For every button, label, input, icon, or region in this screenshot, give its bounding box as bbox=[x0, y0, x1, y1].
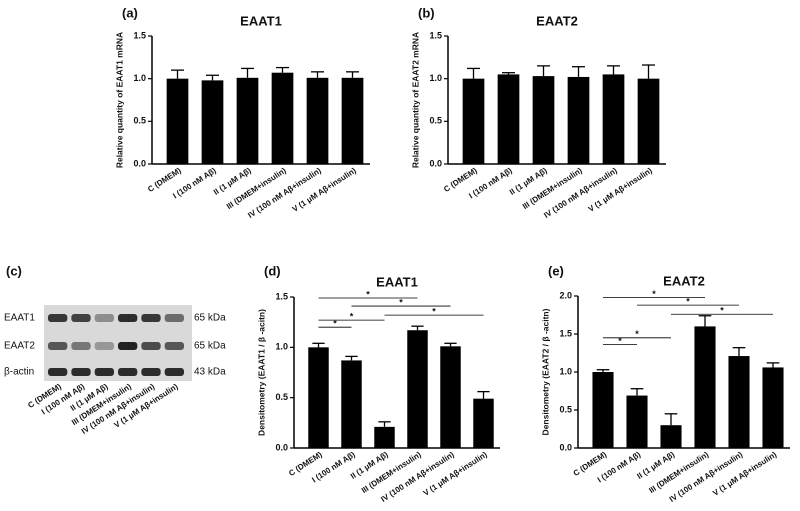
significance-label: * bbox=[686, 296, 690, 306]
bar bbox=[473, 398, 494, 448]
bar bbox=[728, 356, 750, 448]
band bbox=[118, 368, 138, 376]
y-tick-label: 1.0 bbox=[559, 366, 572, 376]
band bbox=[94, 314, 114, 322]
significance-label: * bbox=[652, 289, 656, 299]
x-tick-label: III (DMEM+insulin) bbox=[521, 166, 584, 211]
bar bbox=[407, 330, 428, 448]
y-tick-label: 0.5 bbox=[559, 404, 572, 414]
band bbox=[71, 314, 91, 322]
y-tick-label: 0.0 bbox=[275, 442, 288, 452]
band-size: 43 kDa bbox=[194, 367, 226, 378]
panel-label: (e) bbox=[548, 263, 564, 278]
band-name: EAAT2 bbox=[4, 341, 35, 352]
x-tick-label: III (DMEM+insulin) bbox=[225, 166, 288, 211]
bar bbox=[532, 76, 555, 164]
band bbox=[71, 368, 91, 376]
bar bbox=[462, 78, 485, 164]
significance-label: * bbox=[366, 289, 370, 299]
bar bbox=[694, 326, 716, 448]
band bbox=[164, 368, 184, 376]
bar bbox=[762, 367, 784, 448]
bar bbox=[660, 425, 682, 448]
significance-label: * bbox=[333, 319, 337, 329]
bar bbox=[341, 360, 362, 448]
chart-title: EAAT1 bbox=[240, 13, 282, 28]
significance-label: * bbox=[618, 336, 622, 346]
band bbox=[71, 342, 91, 350]
band bbox=[48, 342, 68, 350]
panel-label: (b) bbox=[418, 5, 435, 20]
bar bbox=[602, 74, 625, 164]
chart-title: EAAT2 bbox=[663, 273, 705, 288]
y-axis-label: Relative quantity of EAAT1 mRNA bbox=[114, 32, 124, 168]
band bbox=[164, 342, 184, 350]
band-size: 65 kDa bbox=[194, 313, 226, 324]
y-tick-label: 0.5 bbox=[429, 116, 442, 126]
band bbox=[118, 314, 138, 322]
band-size: 65 kDa bbox=[194, 341, 226, 352]
bar bbox=[271, 72, 294, 164]
y-tick-label: 1.5 bbox=[133, 30, 146, 40]
band bbox=[94, 368, 114, 376]
band bbox=[48, 314, 68, 322]
bar bbox=[497, 74, 520, 164]
significance-label: * bbox=[350, 312, 354, 322]
y-axis-label: Relative quantity of EAAT2 mRNA bbox=[410, 32, 420, 168]
panel-label: (d) bbox=[264, 263, 281, 278]
y-tick-label: 1.0 bbox=[133, 73, 146, 83]
significance-label: * bbox=[720, 306, 724, 316]
y-tick-label: 1.0 bbox=[429, 73, 442, 83]
significance-label: * bbox=[432, 306, 436, 316]
x-tick-label: V (1 μM Aβ+insulin) bbox=[587, 166, 654, 214]
panel-label: (c) bbox=[6, 263, 22, 278]
band bbox=[48, 368, 68, 376]
y-tick-label: 2.0 bbox=[559, 290, 572, 300]
x-tick-label: V (1 μM Aβ+insulin) bbox=[291, 166, 358, 214]
bar bbox=[306, 77, 329, 164]
y-tick-label: 0.0 bbox=[559, 442, 572, 452]
band bbox=[141, 342, 161, 350]
y-tick-label: 0.5 bbox=[275, 392, 288, 402]
bar bbox=[626, 395, 648, 448]
y-tick-label: 0.0 bbox=[429, 158, 442, 168]
bar bbox=[567, 76, 590, 164]
bar bbox=[236, 77, 259, 164]
band bbox=[141, 368, 161, 376]
y-axis-label: Densitometry (EAAT1 / β -acitn) bbox=[256, 309, 266, 436]
y-tick-label: 1.5 bbox=[559, 328, 572, 338]
y-tick-label: 0.0 bbox=[133, 158, 146, 168]
bar bbox=[592, 372, 614, 448]
bar bbox=[637, 78, 660, 164]
y-tick-label: 0.5 bbox=[133, 116, 146, 126]
bar bbox=[308, 347, 329, 448]
band bbox=[94, 342, 114, 350]
bar bbox=[201, 80, 224, 164]
bar bbox=[374, 426, 395, 448]
bar bbox=[341, 77, 364, 164]
y-tick-label: 1.5 bbox=[429, 30, 442, 40]
bar bbox=[440, 346, 461, 448]
significance-label: * bbox=[635, 329, 639, 339]
band-name: EAAT1 bbox=[4, 313, 35, 324]
chart-title: EAAT2 bbox=[536, 13, 578, 28]
y-axis-label: Densitometry (EAAT2 / β -acitn) bbox=[540, 308, 550, 435]
chart-title: EAAT1 bbox=[376, 274, 418, 289]
y-tick-label: 1.5 bbox=[275, 291, 288, 301]
x-tick-label: V (1 μM Aβ+insulin) bbox=[711, 450, 778, 498]
band bbox=[164, 314, 184, 322]
band bbox=[141, 314, 161, 322]
bar bbox=[166, 78, 189, 164]
significance-label: * bbox=[399, 297, 403, 307]
y-tick-label: 1.0 bbox=[275, 342, 288, 352]
band bbox=[118, 342, 138, 350]
panel-label: (a) bbox=[122, 5, 138, 20]
band-name: β-actin bbox=[4, 367, 34, 378]
